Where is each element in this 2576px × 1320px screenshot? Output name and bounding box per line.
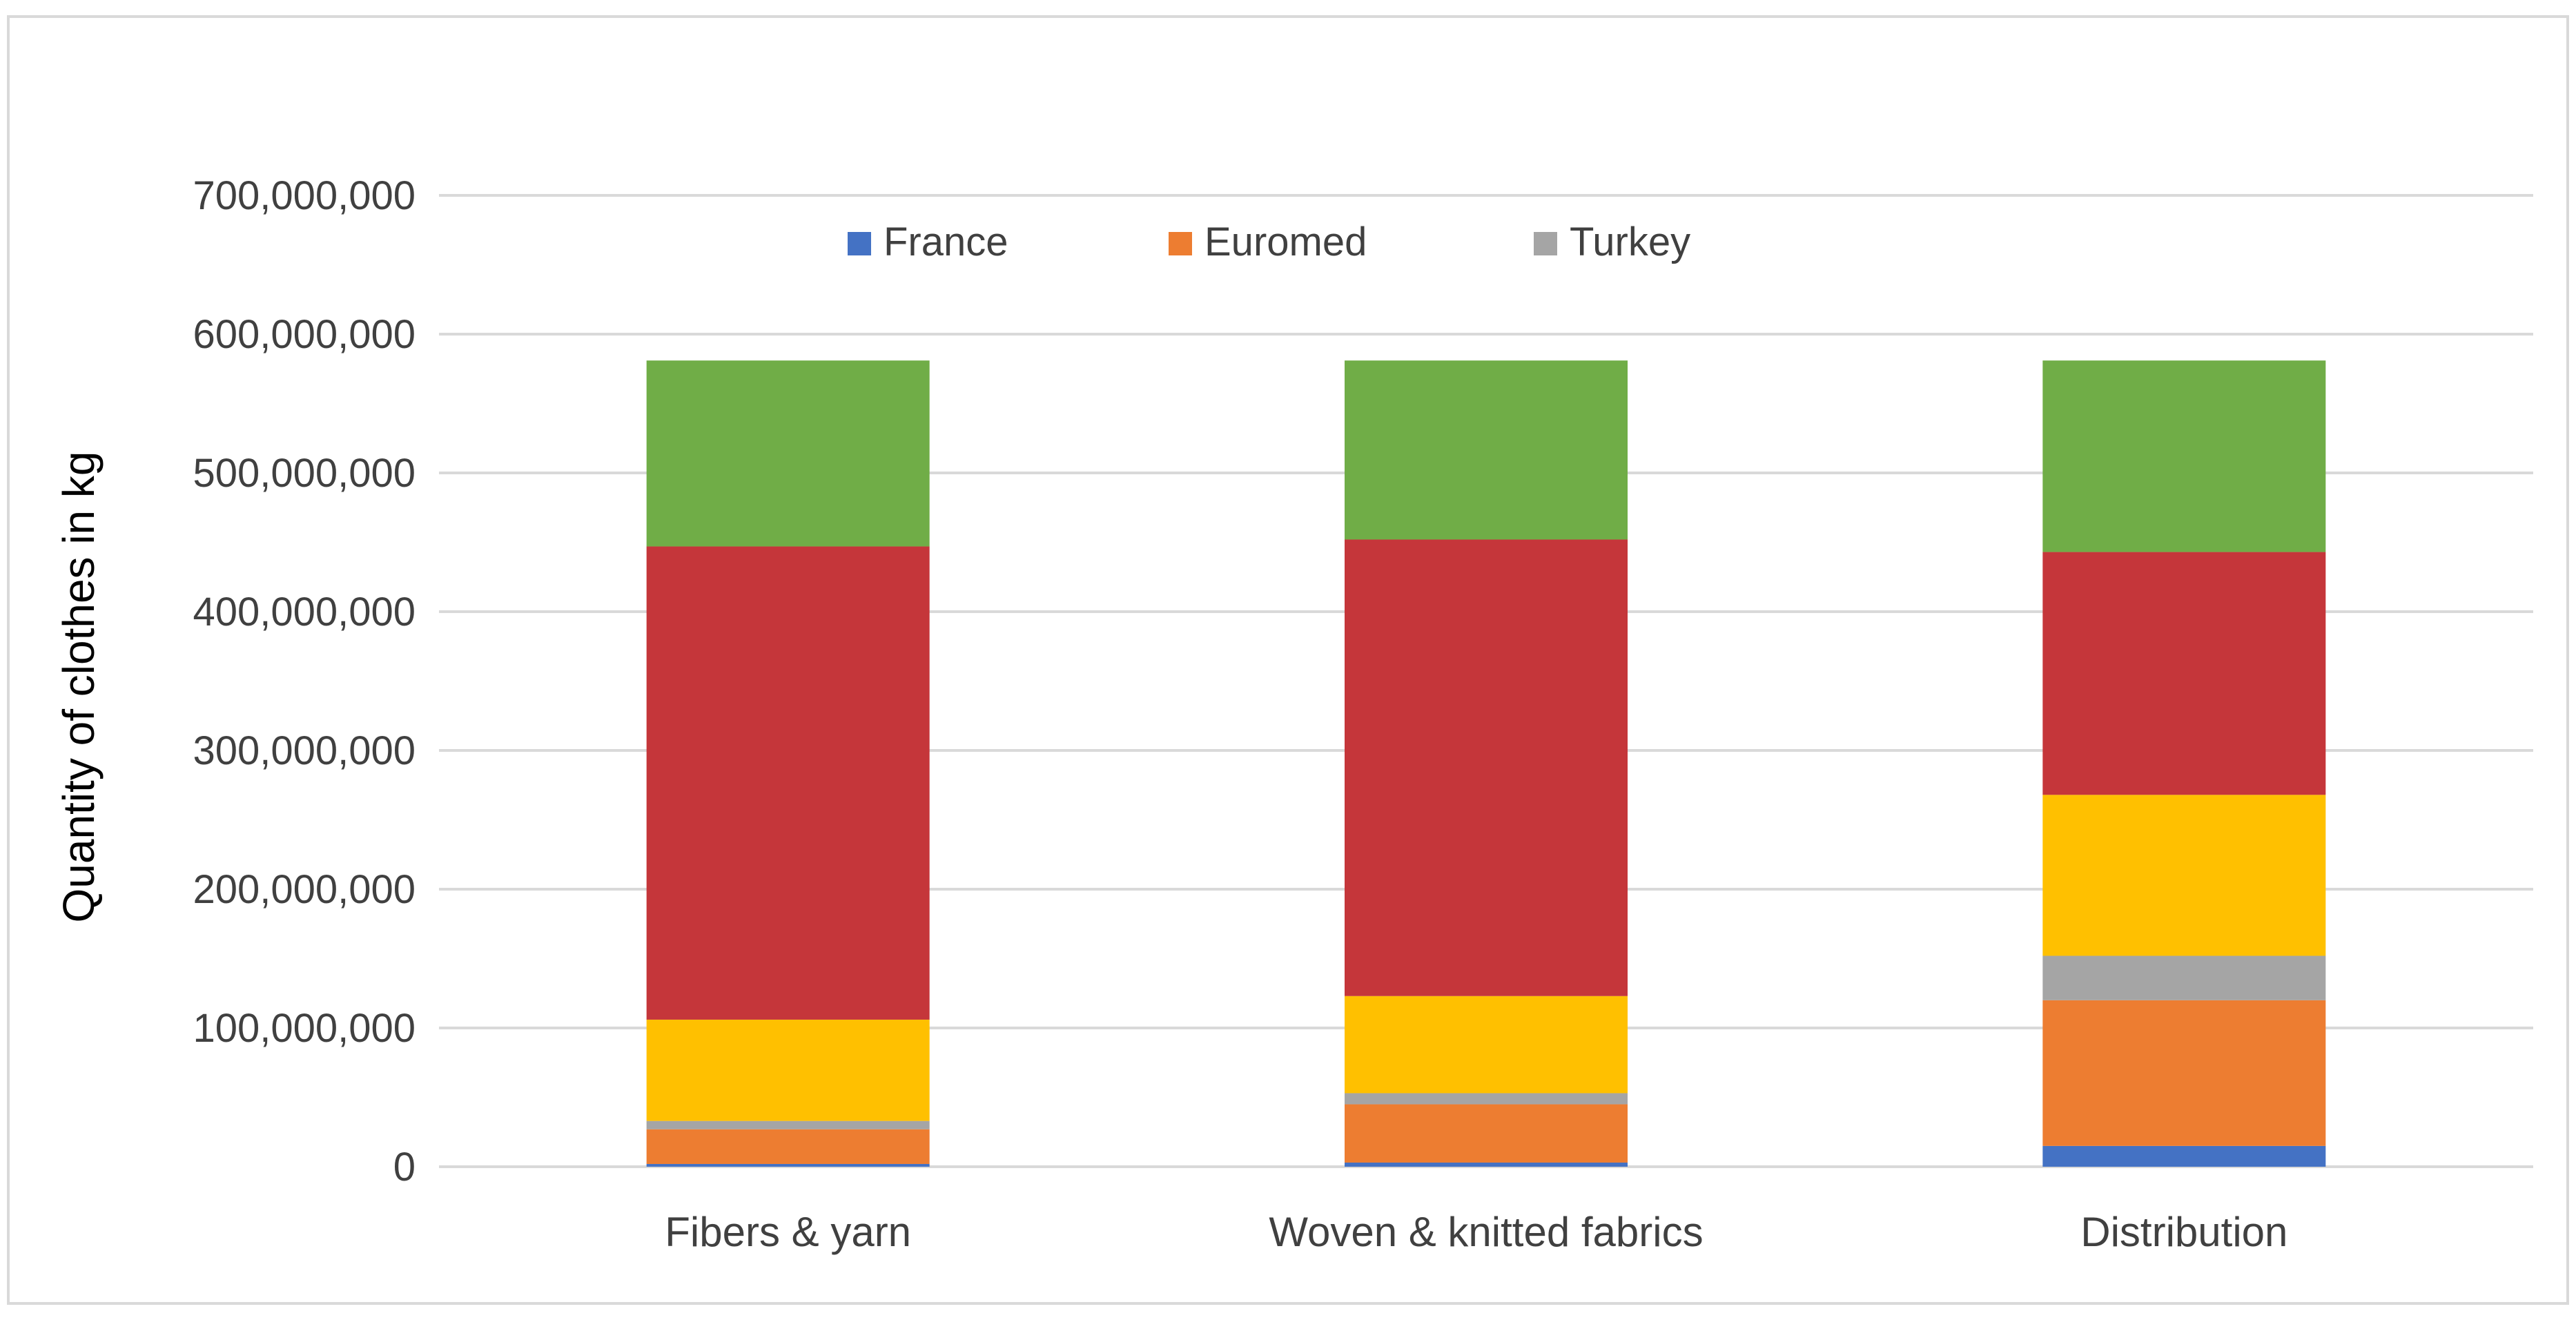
legend: France Euromed Turkey — [848, 220, 1690, 264]
legend-swatch — [1169, 232, 1192, 255]
bar-segment — [646, 1163, 930, 1167]
bar-segment — [1345, 539, 1628, 996]
x-category-label: Woven & knitted fabrics — [1269, 1209, 1703, 1255]
x-category-label: Fibers & yarn — [665, 1209, 911, 1255]
y-tick-label: 200,000,000 — [193, 867, 416, 912]
bar-segment — [2042, 795, 2326, 956]
bar-segment — [646, 360, 930, 547]
bar-segment — [646, 1019, 930, 1121]
legend-swatch — [848, 232, 871, 255]
y-tick-label: 100,000,000 — [193, 1006, 416, 1051]
bars — [646, 360, 2326, 1167]
bar-segment — [2042, 955, 2326, 1000]
y-tick-label: 0 — [393, 1145, 416, 1190]
y-tick-label: 700,000,000 — [193, 173, 416, 218]
legend-label: France — [884, 220, 1008, 264]
bar-segment — [1345, 996, 1628, 1094]
y-axis-ticks: 0 100,000,000 200,000,000 300,000,000 400,00… — [193, 173, 416, 1190]
bar-segment — [646, 1129, 930, 1164]
bar-segment — [2042, 1145, 2326, 1167]
y-tick-label: 500,000,000 — [193, 451, 416, 496]
legend-swatch — [1534, 232, 1557, 255]
bar-segment — [2042, 1000, 2326, 1146]
y-tick-label: 600,000,000 — [193, 312, 416, 357]
bar-segment — [1345, 1104, 1628, 1163]
bar-segment — [1345, 360, 1628, 540]
y-axis-title: Quantity of clothes in kg — [54, 451, 104, 922]
bar-segment — [2042, 552, 2326, 795]
bar-segment — [1345, 1093, 1628, 1105]
x-category-label: Distribution — [2080, 1209, 2287, 1255]
y-tick-label: 300,000,000 — [193, 728, 416, 773]
x-axis-categories: Fibers & yarn Woven & knitted fabrics Dist… — [665, 1209, 2287, 1255]
y-tick-label: 400,000,000 — [193, 590, 416, 634]
legend-label: Euromed — [1204, 220, 1367, 264]
bar-segment — [2042, 360, 2326, 552]
legend-label: Turkey — [1570, 220, 1690, 264]
bar-segment — [646, 1120, 930, 1129]
bar-segment — [646, 546, 930, 1020]
bar-segment — [1345, 1162, 1628, 1167]
